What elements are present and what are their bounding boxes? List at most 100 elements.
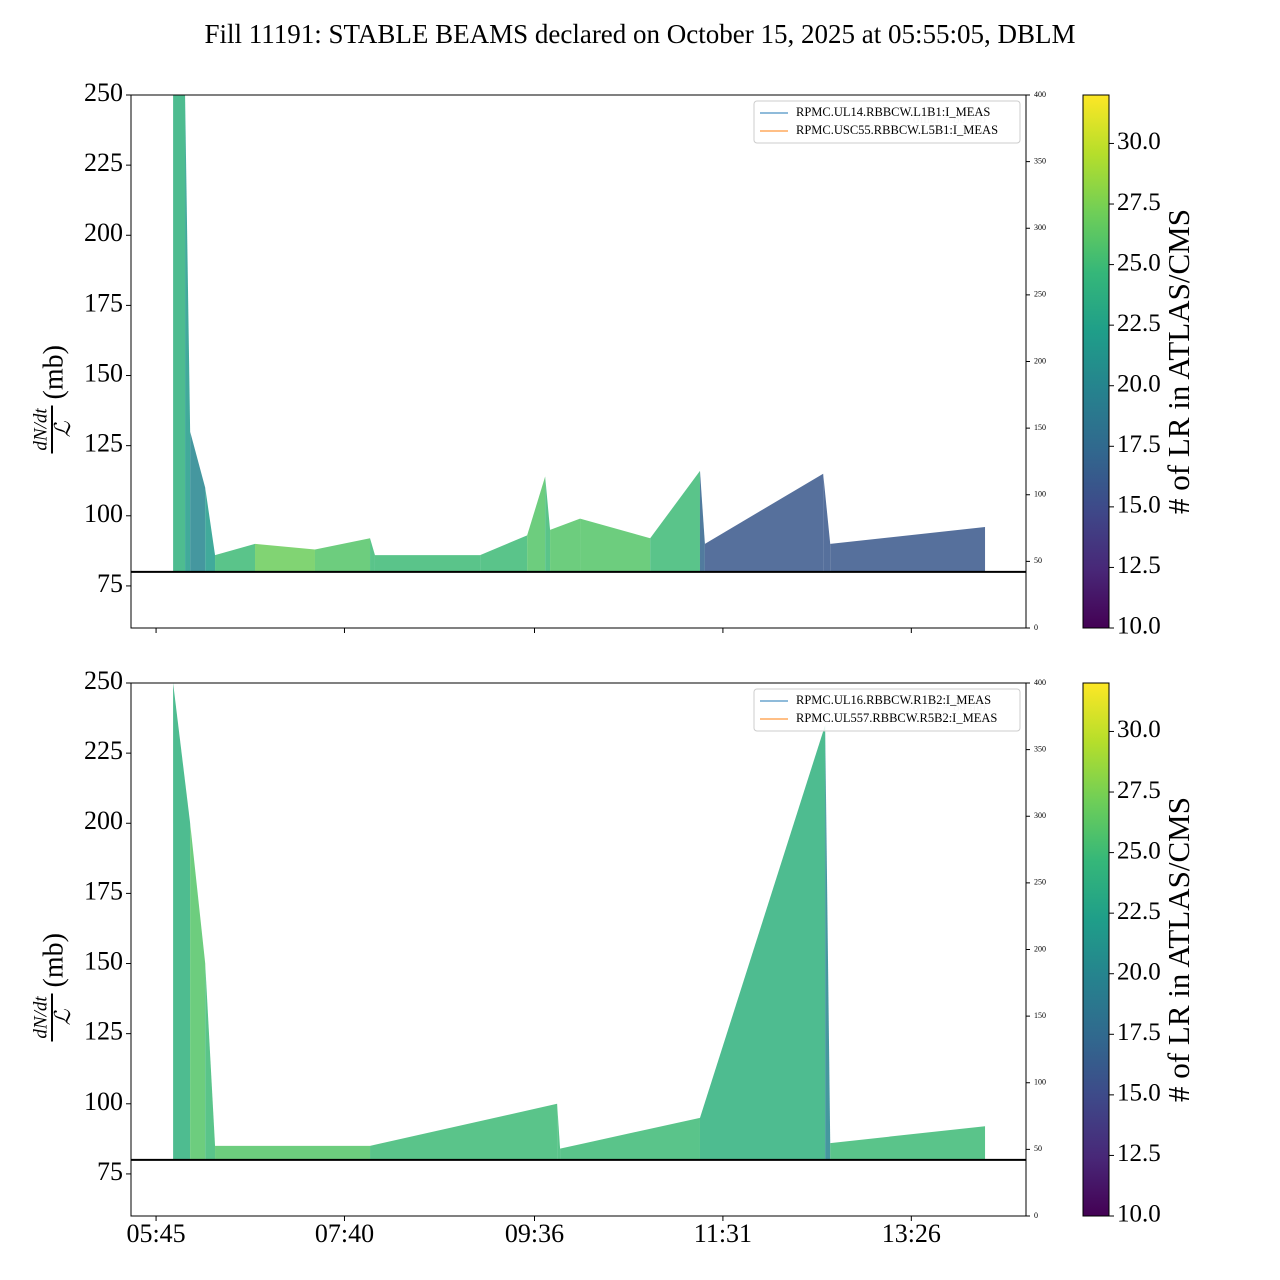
y2-tick-label: 300	[1034, 811, 1046, 820]
y2-tick-label: 250	[1034, 878, 1046, 887]
plot-area	[173, 95, 986, 572]
x-tick-label: 07:40	[315, 1219, 374, 1248]
loss-band	[215, 1145, 371, 1160]
y-tick-label: 150	[84, 358, 123, 387]
y2-tick-label: 350	[1034, 744, 1046, 753]
colorbar-label: # of LR in ATLAS/CMS	[1161, 209, 1196, 514]
plot-frame	[130, 682, 1027, 1217]
y-tick-label: 150	[84, 946, 123, 975]
y-tick-label: 225	[84, 736, 123, 765]
figure-title: Fill 11191: STABLE BEAMS declared on Oct…	[204, 19, 1075, 49]
colorbar-tick-label: 25.0	[1117, 249, 1161, 276]
loss-band	[190, 823, 206, 1160]
legend-label: RPMC.UL16.RBBCW.R1B2:I_MEAS	[796, 693, 991, 707]
loss-band	[825, 725, 831, 1160]
colorbar	[1082, 682, 1110, 1217]
y-tick-label: 250	[84, 666, 123, 695]
y-axis-label: dN/dtℒ (mb)	[30, 933, 75, 1042]
y-tick-label: 125	[84, 429, 123, 458]
y-label-unit: (mb)	[38, 933, 69, 987]
legend-box	[753, 688, 1021, 732]
y-tick-label: 175	[84, 876, 123, 905]
loss-band	[205, 487, 216, 572]
y-tick-label: 75	[97, 569, 123, 598]
y-tick-label: 75	[97, 1157, 123, 1186]
y2-tick-label: 400	[1034, 90, 1046, 99]
colorbar-tick-label: 20.0	[1117, 958, 1161, 985]
colorbar-tick-label: 12.5	[1117, 552, 1161, 579]
loss-band	[173, 683, 191, 1160]
colorbar-tick-label: 20.0	[1117, 370, 1161, 397]
colorbar-tick-label: 17.5	[1117, 1019, 1161, 1046]
colorbar-label: # of LR in ATLAS/CMS	[1161, 797, 1196, 1102]
loss-band	[255, 543, 315, 572]
y2-tick-label: 100	[1034, 1078, 1046, 1087]
y-tick-label: 200	[84, 218, 123, 247]
loss-band	[580, 518, 651, 572]
colorbar-tick-label: 12.5	[1117, 1140, 1161, 1167]
loss-band	[560, 1117, 700, 1160]
y-tick-label: 100	[84, 1087, 123, 1116]
loss-band	[704, 473, 824, 572]
loss-band	[190, 431, 206, 572]
y2-tick-label: 0	[1034, 623, 1038, 632]
y-label-unit: (mb)	[38, 345, 69, 399]
y-label-numerator: dN/dt	[30, 996, 51, 1039]
loss-band	[185, 95, 191, 572]
loss-band	[650, 470, 700, 572]
loss-band	[374, 555, 481, 572]
y2-tick-label: 200	[1034, 944, 1046, 953]
loss-band	[699, 725, 826, 1160]
y2-tick-label: 200	[1034, 356, 1046, 365]
loss-band	[370, 1103, 558, 1160]
y2-tick-label: 350	[1034, 156, 1046, 165]
y2-tick-label: 400	[1034, 678, 1046, 687]
y-tick-label: 100	[84, 499, 123, 528]
y2-tick-label: 300	[1034, 223, 1046, 232]
y2-tick-label: 50	[1034, 1144, 1042, 1153]
y-label-denominator: ℒ	[50, 1008, 75, 1025]
loss-band	[823, 473, 831, 572]
colorbar-tick-label: 30.0	[1117, 128, 1161, 155]
loss-band	[215, 543, 256, 572]
loss-band	[527, 476, 546, 572]
plot-area	[173, 683, 986, 1160]
y-axis-label: dN/dtℒ (mb)	[30, 345, 75, 454]
loss-band	[205, 963, 216, 1160]
y-tick-label: 125	[84, 1017, 123, 1046]
colorbar-tick-label: 22.5	[1117, 898, 1161, 925]
loss-band	[557, 1103, 561, 1160]
colorbar-tick-label: 10.0	[1117, 613, 1161, 640]
y2-tick-label: 150	[1034, 1011, 1046, 1020]
x-tick-label: 11:31	[694, 1219, 752, 1248]
colorbar-tick-label: 15.0	[1117, 1080, 1161, 1107]
y-label-numerator: dN/dt	[30, 408, 51, 451]
y2-tick-label: 50	[1034, 556, 1042, 565]
legend-label: RPMC.USC55.RBBCW.L5B1:I_MEAS	[796, 123, 998, 137]
colorbar-tick-label: 30.0	[1117, 716, 1161, 743]
y2-tick-label: 250	[1034, 290, 1046, 299]
legend-label: RPMC.UL557.RBBCW.R5B2:I_MEAS	[796, 711, 997, 725]
colorbar-tick-label: 17.5	[1117, 431, 1161, 458]
loss-band	[830, 1126, 986, 1160]
legend-label: RPMC.UL14.RBBCW.L1B1:I_MEAS	[796, 105, 990, 119]
colorbar-tick-label: 27.5	[1117, 189, 1161, 216]
loss-band	[173, 95, 186, 572]
loss-band	[480, 535, 528, 572]
colorbar-tick-label: 27.5	[1117, 777, 1161, 804]
loss-band	[699, 470, 705, 572]
colorbar-tick-label: 15.0	[1117, 492, 1161, 519]
legend-box	[753, 100, 1021, 144]
y-tick-label: 200	[84, 806, 123, 835]
loss-band	[550, 518, 581, 572]
x-tick-label: 05:45	[126, 1219, 185, 1248]
loss-band	[370, 538, 375, 572]
loss-band	[830, 527, 986, 572]
y-tick-label: 250	[84, 78, 123, 107]
colorbar	[1082, 94, 1110, 629]
colorbar-tick-label: 25.0	[1117, 837, 1161, 864]
colorbar-tick-label: 22.5	[1117, 310, 1161, 337]
y-tick-label: 225	[84, 148, 123, 177]
y-label-denominator: ℒ	[50, 420, 75, 437]
